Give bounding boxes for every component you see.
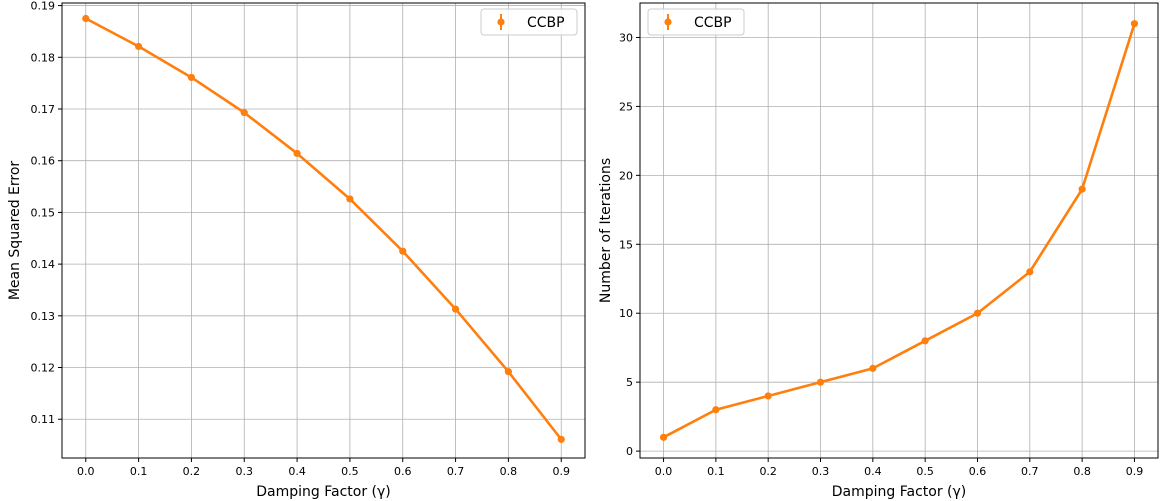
x-tick-label: 0.4: [288, 465, 306, 478]
data-point: [82, 14, 90, 23]
y-tick-label: 0: [626, 445, 633, 458]
series-line: [85, 17, 563, 441]
x-axis-label: Damping Factor (γ): [256, 484, 391, 500]
data-point: [1026, 268, 1034, 276]
legend: CCBP: [647, 8, 745, 36]
y-axis-label: Number of Iterations: [598, 158, 614, 303]
x-tick-label: 0.1: [130, 465, 148, 478]
x-tick-label: 0.2: [759, 465, 777, 478]
x-tick-label: 0.5: [341, 465, 359, 478]
x-tick-label: 0.6: [394, 465, 412, 478]
data-point: [659, 433, 668, 441]
y-tick-label: 0.11: [31, 413, 56, 426]
x-tick-label: 0.8: [1073, 465, 1091, 478]
x-axis-label: Damping Factor (γ): [832, 484, 967, 500]
x-tick-label: 0.3: [812, 465, 830, 478]
y-tick-label: 5: [626, 376, 633, 389]
data-point: [816, 378, 825, 386]
legend-marker: [664, 18, 672, 26]
y-tick-label: 0.17: [31, 103, 56, 116]
legend-label: CCBP: [694, 15, 732, 31]
data-point: [869, 364, 877, 372]
y-tick-label: 0.18: [31, 51, 56, 64]
x-tick-label: 0.2: [183, 465, 201, 478]
y-axis-label: Mean Squared Error: [7, 161, 23, 301]
data-point: [504, 368, 512, 376]
data-point: [764, 392, 772, 400]
data-point: [346, 195, 354, 203]
y-tick-label: 30: [619, 31, 633, 44]
x-tick-label: 0.6: [969, 465, 987, 478]
series-line: [662, 23, 1136, 439]
y-tick-label: 10: [619, 307, 633, 320]
legend-label: CCBP: [527, 15, 565, 31]
x-tick-label: 0.9: [552, 465, 570, 478]
legend-box: [647, 8, 745, 36]
legend-box: [480, 8, 578, 36]
data-point: [240, 109, 248, 117]
y-tick-label: 15: [619, 238, 633, 251]
data-point: [921, 337, 929, 345]
y-tick-label: 20: [619, 169, 633, 182]
x-tick-label: 0.5: [916, 465, 934, 478]
data-point: [1078, 185, 1086, 193]
x-tick-label: 0.7: [1021, 465, 1039, 478]
chart-panel-1: 0.0 0.1 0.2 0.3 0.4 0.5 0.6 0.7 0.8 0.9 0.11 0.12 0.…: [7, 0, 586, 500]
x-tick-label: 0.1: [707, 465, 725, 478]
x-tick-label: 0.9: [1126, 465, 1144, 478]
y-tick-label: 0.16: [31, 155, 56, 168]
data-point: [293, 149, 301, 158]
data-point: [1130, 20, 1139, 28]
data-point: [187, 73, 196, 82]
legend: CCBP: [480, 8, 578, 36]
y-tick-label: 0.12: [31, 362, 56, 375]
plot-frame: [61, 2, 586, 459]
data-point: [557, 435, 565, 443]
y-tick-label: 25: [619, 100, 633, 113]
x-tick-label: 0.0: [655, 465, 673, 478]
x-tick-label: 0.3: [236, 465, 254, 478]
plot-frame: [639, 2, 1159, 459]
data-point: [451, 305, 460, 313]
legend-marker: [497, 18, 505, 26]
y-tick-label: 0.13: [31, 310, 56, 323]
data-point: [399, 247, 407, 255]
x-tick-label: 0.4: [864, 465, 882, 478]
data-point: [135, 42, 143, 51]
x-tick-label: 0.7: [447, 465, 465, 478]
y-tick-label: 0.15: [31, 206, 56, 219]
chart-panel-2: 0.0 0.1 0.2 0.3 0.4 0.5 0.6 0.7 0.8 0.9 0 5 10 15 20 25…: [598, 2, 1159, 500]
y-tick-label: 0.14: [31, 258, 56, 271]
y-tick-label: 0.19: [31, 0, 56, 13]
data-point: [712, 406, 720, 414]
x-tick-label: 0.8: [500, 465, 518, 478]
data-point: [973, 309, 982, 317]
x-tick-label: 0.0: [77, 465, 95, 478]
